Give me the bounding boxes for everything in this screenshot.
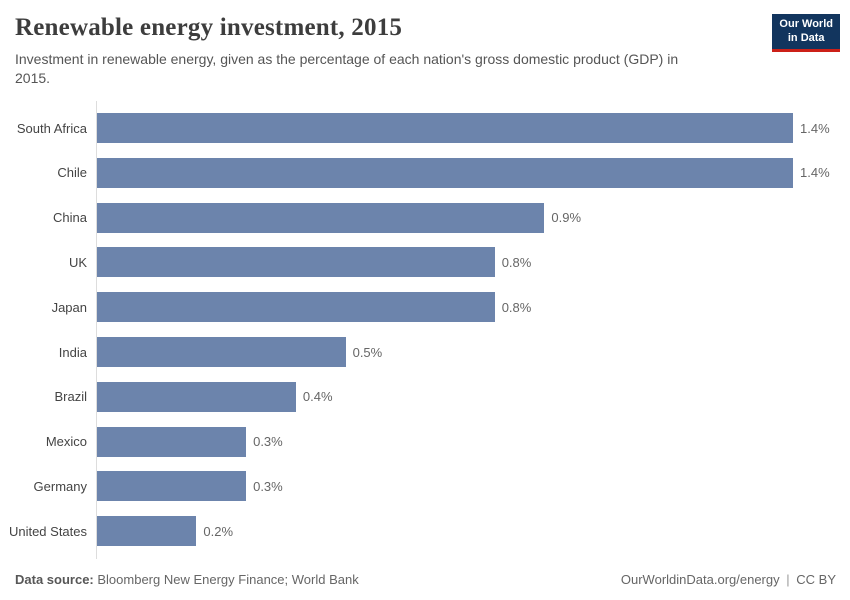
category-axis: South Africa Chile China UK Japan India …: [0, 101, 96, 559]
bar[interactable]: [97, 471, 247, 502]
plot-area: 1.4% 1.4% 0.9% 0.8% 0.8% 0.5% 0.4% 0.3% …: [96, 100, 840, 559]
bar[interactable]: [97, 157, 793, 188]
owid-logo-line2: in Data: [787, 31, 825, 44]
category-label: Brazil: [54, 389, 87, 405]
value-label: 0.2%: [203, 523, 234, 539]
value-label: 0.3%: [253, 434, 283, 450]
attribution-separator: |: [786, 572, 790, 587]
category-label: Japan: [51, 299, 87, 315]
bar-chart: South Africa Chile China UK Japan India …: [0, 100, 850, 559]
value-label: 1.4%: [800, 120, 830, 136]
bar-row: 0.8%: [97, 285, 840, 330]
bar-row: 0.9%: [97, 195, 840, 240]
value-label: 0.9%: [551, 210, 582, 226]
category-label: Germany: [33, 478, 87, 494]
value-label: 0.5%: [352, 344, 383, 360]
category-label: South Africa: [16, 120, 87, 136]
bar[interactable]: [97, 247, 495, 278]
data-source-note: Data source: Bloomberg New Energy Financ…: [15, 572, 359, 587]
bar[interactable]: [97, 426, 247, 457]
bar[interactable]: [97, 337, 346, 367]
owid-logo-line1: Our World: [779, 18, 833, 30]
value-label: 0.4%: [302, 389, 333, 405]
category-label: Mexico: [45, 434, 87, 450]
category-label: China: [53, 210, 87, 226]
chart-footer: Data source: Bloomberg New Energy Financ…: [15, 572, 836, 587]
page-title: Renewable energy investment, 2015: [15, 14, 403, 41]
chart-header: Renewable energy investment, 2015 Our Wo…: [0, 0, 850, 89]
bar[interactable]: [97, 292, 495, 323]
data-source-value: Bloomberg New Energy Finance; World Bank: [97, 572, 359, 587]
value-label: 0.8%: [501, 254, 532, 270]
bar-row: 0.2%: [97, 509, 840, 554]
attribution: OurWorldinData.org/energy | CC BY: [621, 572, 836, 587]
category-label: India: [58, 344, 87, 360]
license-label[interactable]: CC BY: [796, 572, 836, 587]
value-label: 1.4%: [800, 165, 830, 181]
bar-row: 1.4%: [97, 106, 840, 151]
category-label: United States: [8, 523, 87, 539]
bar[interactable]: [97, 516, 197, 547]
bar[interactable]: [97, 113, 793, 144]
value-label: 0.8%: [501, 299, 532, 315]
owid-logo: Our World in Data: [772, 14, 840, 52]
bar[interactable]: [97, 202, 545, 233]
category-label: Chile: [57, 165, 87, 181]
bar[interactable]: [97, 381, 296, 412]
bar-row: 1.4%: [97, 150, 840, 195]
chart-subtitle: Investment in renewable energy, given as…: [15, 51, 679, 87]
bar-row: 0.5%: [97, 330, 840, 375]
bar-row: 0.8%: [97, 240, 840, 285]
bar-row: 0.3%: [97, 419, 840, 464]
category-label: UK: [68, 254, 87, 270]
bar-row: 0.4%: [97, 374, 840, 419]
owid-url-link[interactable]: OurWorldinData.org/energy: [620, 572, 780, 587]
data-source-label: Data source:: [15, 572, 94, 587]
value-label: 0.3%: [253, 478, 283, 494]
bar-row: 0.3%: [97, 464, 840, 509]
